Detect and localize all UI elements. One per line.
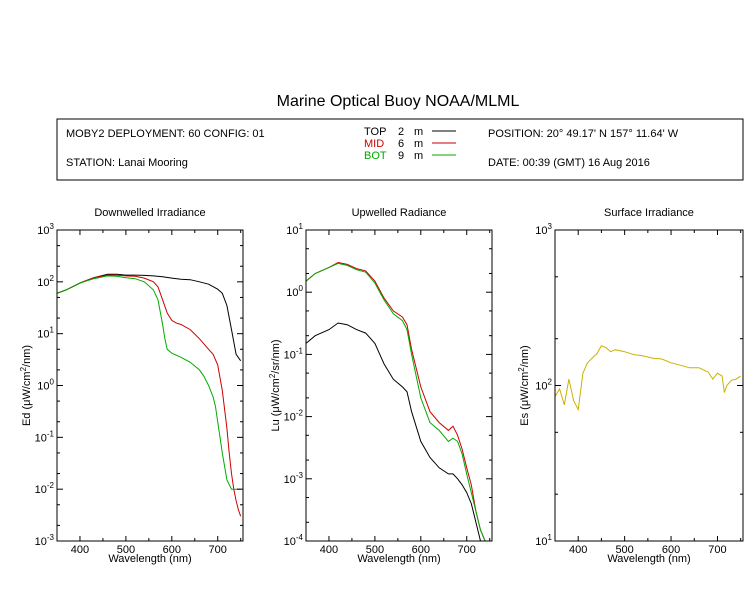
legend-label: BOT [364,150,387,162]
y-tick-label: 102 [535,378,552,393]
series-line-top [306,322,482,541]
x-tick-label: 400 [569,544,587,556]
x-axis-label: Wavelength (nm) [108,553,191,565]
page-title: Marine Optical Buoy NOAA/MLML [277,93,520,110]
station-text: STATION: Lanai Mooring [66,157,188,169]
x-tick-label: 500 [366,544,384,556]
plots: Downwelled Irradiance 400 500 600 700 103 102 1… [19,207,744,565]
legend: TOP 2 m MID 6 m BOT 9 m [364,126,456,162]
series-line-bot [306,262,486,541]
legend-unit: m [414,150,423,162]
series-line-mid [306,261,486,541]
x-tick-label: 500 [117,544,135,556]
x-tick-label: 600 [163,544,181,556]
y-axis-label: Ed (μW/cm2/nm) [19,345,33,426]
info-box [56,118,744,181]
chart-2: Upwelled Radiance 400 500 600 700 101 100 10-1 1… [268,207,493,565]
deployment-text: MOBY2 DEPLOYMENT: 60 CONFIG: 01 [66,128,265,140]
plot-frame [305,229,493,542]
legend-entry-top: TOP 2 m [364,126,456,138]
y-tick-label: 103 [535,222,552,237]
chart-title: Downwelled Irradiance [94,207,205,219]
x-tick-label: 400 [320,544,338,556]
legend-entry-bot: BOT 9 m [364,150,456,162]
series-line-es [555,345,741,412]
y-tick-label: 10-2 [284,409,304,424]
y-tick-label: 10-3 [284,471,304,486]
chart-3: Surface Irradiance 400 500 600 700 103 102 101 W… [517,207,744,565]
x-tick-label: 700 [708,544,726,556]
y-tick-label: 103 [37,222,54,237]
x-tick-label: 600 [412,544,430,556]
x-tick-label: 400 [71,544,89,556]
x-axis-label: Wavelength (nm) [607,553,690,565]
y-tick-label: 101 [535,533,552,548]
legend-unit: m [414,138,423,150]
y-tick-label: 101 [286,222,303,237]
legend-depth: 2 [398,126,404,138]
y-axis-label: Es (μW/cm2/nm) [517,345,531,425]
y-tick-label: 10-3 [35,533,55,548]
x-tick-label: 700 [458,544,476,556]
legend-depth: 9 [398,150,404,162]
x-tick-label: 700 [209,544,227,556]
y-tick-label: 100 [286,284,303,299]
chart-title: Surface Irradiance [604,207,694,219]
y-axis-label: Lu (μW/cm2/sr/nm) [268,339,282,431]
plot-frame [56,229,244,542]
series-line-mid [57,274,242,517]
chart-title: Upwelled Radiance [352,207,447,219]
x-axis-label: Wavelength (nm) [357,553,440,565]
legend-depth: 6 [398,138,404,150]
legend-label: TOP [364,126,386,138]
y-tick-label: 10-2 [35,481,55,496]
series-line-bot [57,275,241,490]
y-tick-label: 10-1 [284,346,304,361]
x-tick-label: 600 [662,544,680,556]
y-tick-label: 102 [37,274,54,289]
x-tick-label: 500 [615,544,633,556]
chart-1: Downwelled Irradiance 400 500 600 700 103 102 1… [19,207,244,565]
y-tick-label: 10-1 [35,429,55,444]
position-text: POSITION: 20° 49.17' N 157° 11.64' W [488,128,679,140]
plot-frame [554,229,744,542]
y-tick-label: 10-4 [284,533,304,548]
legend-unit: m [414,126,423,138]
date-text: DATE: 00:39 (GMT) 16 Aug 2016 [488,157,650,169]
y-tick-label: 100 [37,378,54,393]
y-tick-label: 101 [37,326,54,341]
series-line-top [57,273,242,362]
legend-entry-mid: MID 6 m [364,138,456,150]
legend-label: MID [364,138,384,150]
